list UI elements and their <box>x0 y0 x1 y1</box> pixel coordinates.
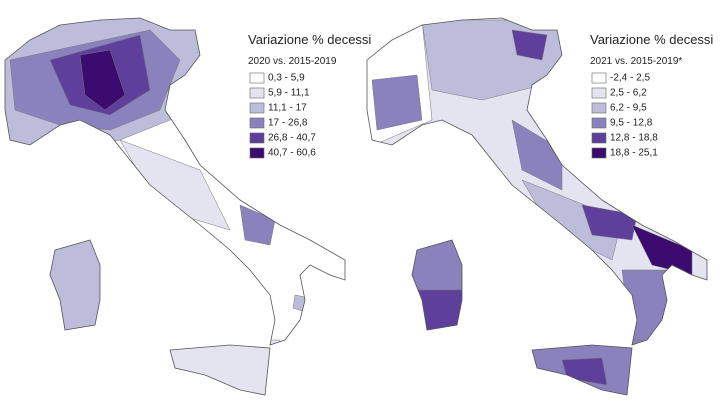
legend-label: 5,9 - 11,1 <box>268 88 310 99</box>
region <box>39 239 111 331</box>
legend-label: 9,5 - 12,8 <box>610 118 653 129</box>
legend-label: 26,8 - 40,7 <box>268 133 316 144</box>
legend-swatch <box>249 102 265 114</box>
italy-outline <box>4 17 346 396</box>
legend-swatch <box>591 102 607 114</box>
italy-outline <box>366 17 708 396</box>
legend-swatch <box>249 117 265 129</box>
legend-label: 18,8 - 25,1 <box>610 148 658 159</box>
legend-swatch <box>249 147 265 159</box>
legend-swatch <box>249 72 265 84</box>
region <box>511 29 548 61</box>
legend-label: 6,2 - 9,5 <box>610 103 647 114</box>
region <box>561 357 608 386</box>
legend-label: 40,7 - 60,6 <box>268 148 316 159</box>
legend-label: 11,1 - 17 <box>268 103 307 114</box>
map-2020: Variazione % decessi 2020 vs. 2015-2019 … <box>4 17 371 396</box>
legend-swatch <box>591 147 607 159</box>
legend-label: -2,4 - 2,5 <box>610 73 650 84</box>
legend-swatch <box>249 132 265 144</box>
region <box>401 239 473 291</box>
legend-swatch <box>591 132 607 144</box>
legend-swatch <box>249 87 265 99</box>
legend-title: Variazione % decessi <box>248 32 371 47</box>
legend-swatch <box>591 72 607 84</box>
legend-subtitle: 2020 vs. 2015-2019 <box>248 56 337 67</box>
region <box>511 119 563 191</box>
region <box>621 269 673 346</box>
legend-label: 0,3 - 5,9 <box>268 73 305 84</box>
region <box>79 49 126 111</box>
legend-label: 2,5 - 6,2 <box>610 88 647 99</box>
legend-title: Variazione % decessi <box>590 32 713 47</box>
legend-swatch <box>591 87 607 99</box>
region <box>371 74 423 131</box>
legend-subtitle: 2021 vs. 2015-2019* <box>590 56 682 67</box>
map-2021: Variazione % decessi 2021 vs. 2015-2019*… <box>366 17 713 396</box>
legend-swatch <box>591 117 607 129</box>
legend-label: 17 - 26,8 <box>268 118 308 129</box>
legend-label: 12,8 - 18,8 <box>610 133 658 144</box>
